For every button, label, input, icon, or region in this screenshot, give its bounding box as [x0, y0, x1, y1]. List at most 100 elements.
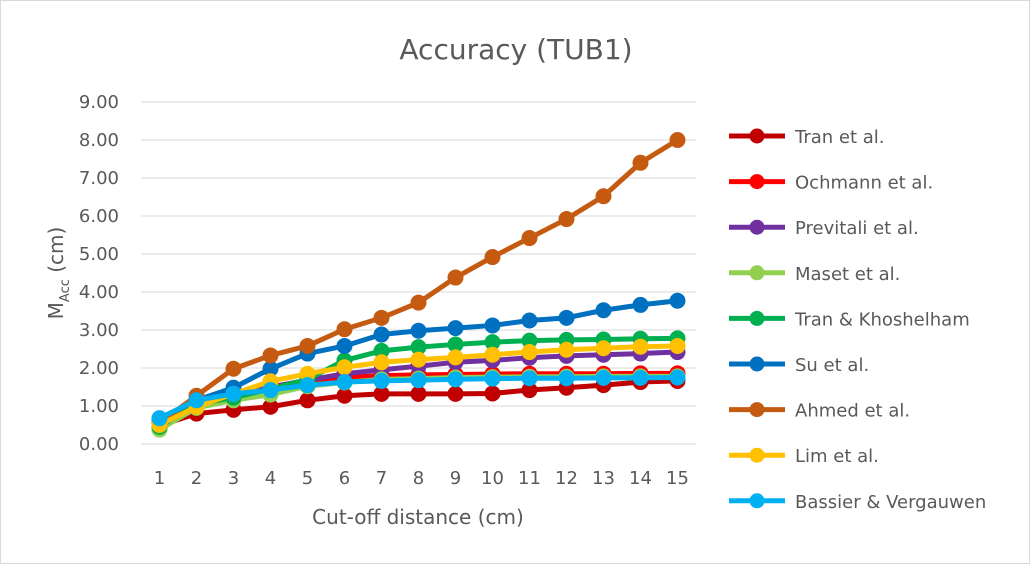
x-tick-label: 12 [555, 468, 578, 489]
data-point [484, 249, 501, 266]
legend-marker [749, 447, 765, 463]
legend-label: Maset et al. [795, 264, 900, 285]
legend-label: Lim et al. [795, 446, 879, 467]
y-tick-label: 3.00 [79, 320, 119, 341]
data-point [521, 370, 538, 387]
series-8 [151, 369, 686, 427]
data-point [595, 369, 612, 386]
data-point [484, 346, 501, 363]
data-point [188, 392, 205, 409]
x-tick-label: 1 [154, 468, 165, 489]
y-tick-label: 0.00 [79, 434, 119, 455]
y-axis-label-main: M [44, 302, 68, 319]
data-point [521, 344, 538, 361]
data-point [595, 188, 612, 205]
x-tick-label: 8 [413, 468, 424, 489]
y-tick-label: 7.00 [79, 168, 119, 189]
data-point [447, 385, 464, 402]
data-point [262, 382, 279, 399]
data-point [632, 369, 649, 386]
legend-label: Bassier & Vergauwen [795, 492, 986, 513]
data-point [151, 410, 168, 427]
data-point [558, 211, 575, 228]
data-point [336, 337, 353, 354]
series-layer [151, 132, 686, 438]
x-axis-label: Cut-off distance (cm) [312, 505, 524, 529]
data-point [632, 338, 649, 355]
data-point [558, 370, 575, 387]
data-point [632, 296, 649, 313]
data-point [595, 340, 612, 357]
legend-entry: Bassier & Vergauwen [729, 492, 986, 513]
legend-entry: Su et al. [729, 355, 869, 376]
x-tick-label: 11 [518, 468, 541, 489]
data-point [262, 347, 279, 364]
chart-title: Accuracy (TUB1) [399, 33, 632, 66]
data-point [484, 317, 501, 334]
data-point [484, 370, 501, 387]
data-point [373, 372, 390, 389]
data-point [299, 392, 316, 409]
y-axis-label: MAcc (cm) [44, 227, 73, 320]
legend-entry: Ahmed et al. [729, 401, 910, 422]
data-point [410, 385, 427, 402]
x-tick-label: 9 [450, 468, 461, 489]
data-point [410, 372, 427, 389]
data-point [447, 269, 464, 286]
data-point [521, 312, 538, 329]
legend-entry: Maset et al. [729, 264, 900, 285]
data-point [521, 230, 538, 247]
x-axis: 1 2 3 4 5 6 7 8 9 10 11 12 13 14 15 [154, 468, 689, 489]
data-point [225, 360, 242, 377]
y-tick-label: 9.00 [79, 92, 119, 113]
data-point [632, 154, 649, 171]
legend-marker [749, 356, 765, 372]
data-point [558, 341, 575, 358]
y-axis-label-sub: Acc [58, 279, 73, 302]
legend-entry: Lim et al. [729, 446, 879, 467]
data-point [373, 309, 390, 326]
x-tick-label: 6 [339, 468, 350, 489]
data-point [558, 309, 575, 326]
legend-entry: Tran et al. [729, 127, 885, 148]
x-tick-label: 2 [191, 468, 202, 489]
legend-marker [749, 174, 765, 190]
y-axis: 0.00 1.00 2.00 3.00 4.00 5.00 6.00 7.00 8.00 9.00 [79, 92, 119, 455]
data-point [299, 377, 316, 394]
data-point [669, 369, 686, 386]
data-point [410, 294, 427, 311]
data-point [373, 326, 390, 343]
series-7 [151, 337, 686, 433]
x-tick-label: 5 [302, 468, 313, 489]
data-point [595, 302, 612, 319]
data-point [669, 292, 686, 309]
legend-label: Tran & Khoshelham [794, 309, 970, 330]
legend-entry: Previtali et al. [729, 218, 919, 239]
y-tick-label: 2.00 [79, 358, 119, 379]
x-tick-label: 7 [376, 468, 387, 489]
data-point [669, 132, 686, 148]
x-tick-label: 15 [666, 468, 689, 489]
legend-label: Previtali et al. [795, 218, 919, 239]
data-point [373, 354, 390, 371]
data-point [484, 385, 501, 402]
y-axis-label-unit: (cm) [44, 227, 68, 279]
x-tick-label: 10 [481, 468, 504, 489]
data-point [447, 320, 464, 337]
legend-label: Ahmed et al. [795, 401, 910, 422]
x-tick-label: 3 [228, 468, 239, 489]
data-point [336, 359, 353, 376]
x-tick-label: 14 [629, 468, 652, 489]
legend-marker [749, 493, 765, 509]
legend-label: Tran et al. [794, 127, 885, 148]
legend-marker [749, 219, 765, 235]
data-point [336, 387, 353, 404]
legend-marker [749, 128, 765, 144]
data-point [447, 349, 464, 366]
legend-label: Ochmann et al. [795, 173, 933, 194]
legend-entry: Ochmann et al. [729, 173, 933, 194]
data-point [410, 351, 427, 368]
y-tick-label: 4.00 [79, 282, 119, 303]
